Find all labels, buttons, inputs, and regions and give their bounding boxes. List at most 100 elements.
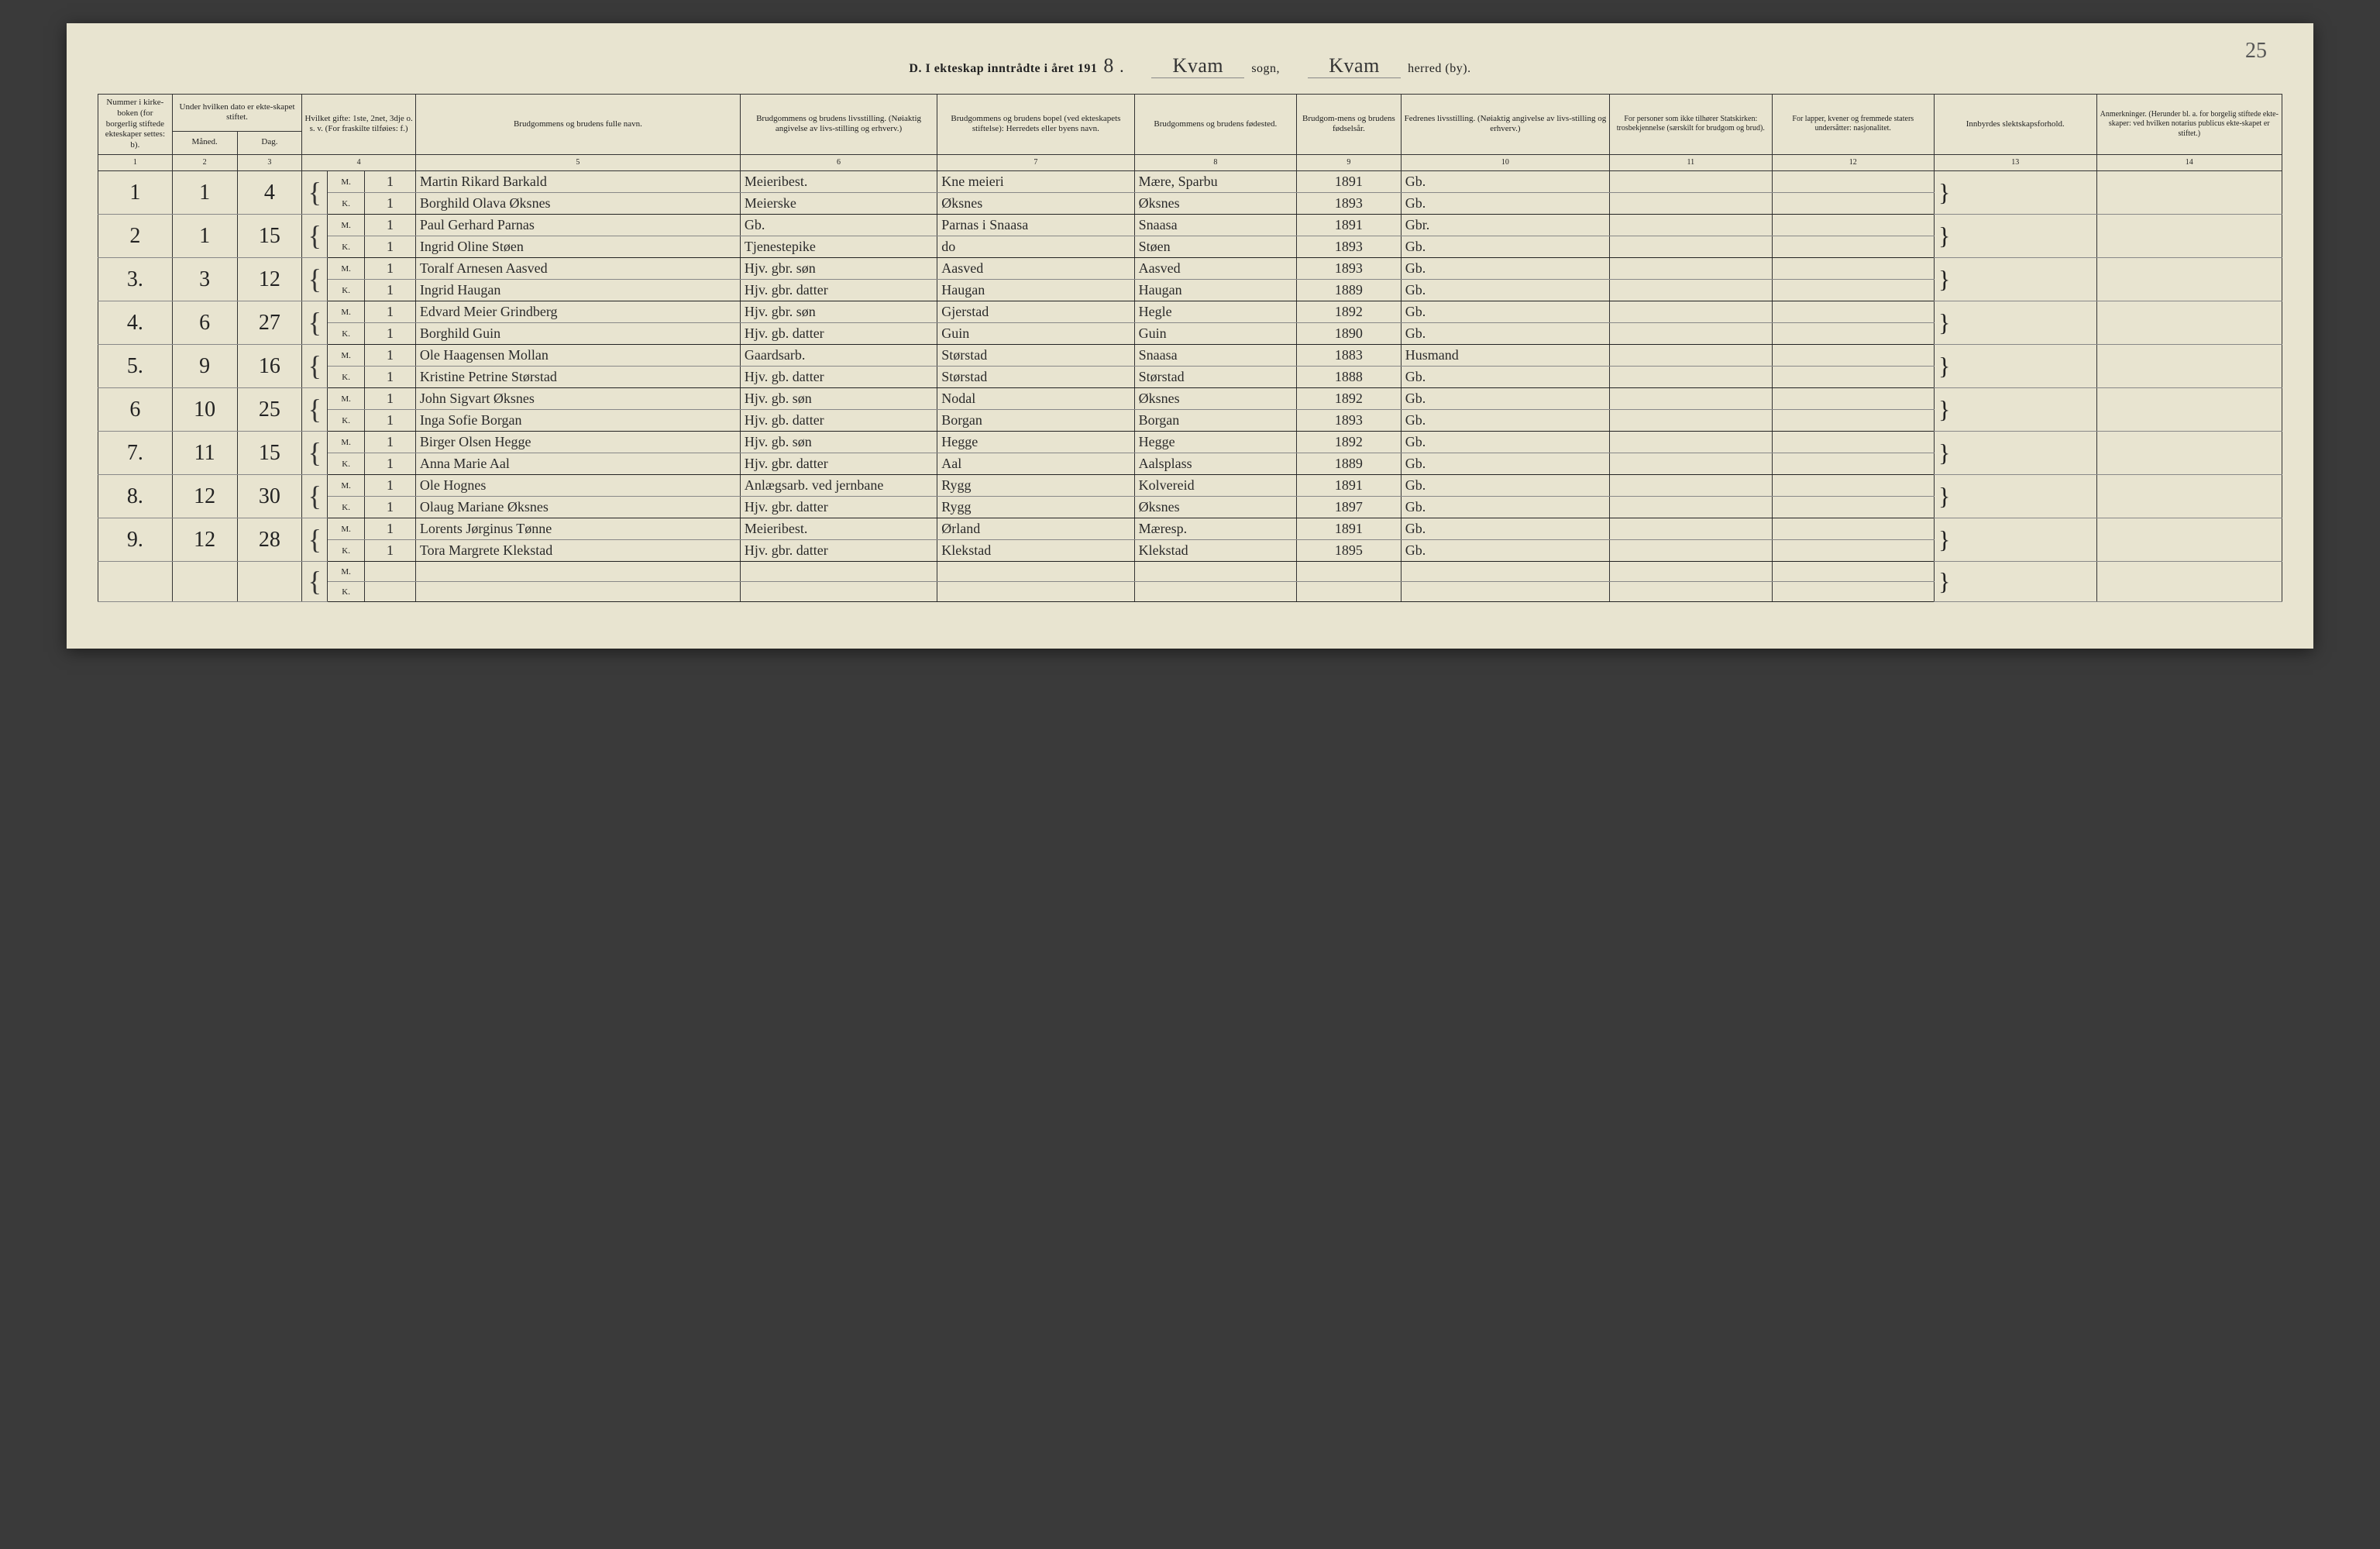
fedre-k: Gb.: [1401, 453, 1609, 475]
c12-k: [1772, 497, 1934, 518]
c11-k: [1610, 280, 1772, 301]
fodested-m: Øksnes: [1134, 388, 1296, 410]
gifte-k: 1: [365, 193, 416, 215]
name-k: Olaug Mariane Øksnes: [415, 497, 740, 518]
bopel-m: Aasved: [937, 258, 1134, 280]
colnum-7: 7: [937, 154, 1134, 171]
sogn-value: Kvam: [1151, 54, 1244, 78]
aar-m: 1891: [1297, 518, 1402, 540]
c12-k: [1772, 453, 1934, 475]
table-header: Nummer i kirke-boken (for borgerlig stif…: [98, 95, 2282, 171]
brace-icon: {: [302, 475, 328, 518]
c12-k: [1772, 410, 1934, 432]
c14: [2096, 301, 2282, 345]
gifte-m: 1: [365, 301, 416, 323]
aar-m: 1892: [1297, 432, 1402, 453]
name-m: Birger Olsen Hegge: [415, 432, 740, 453]
stilling-m: Meieribest.: [740, 518, 937, 540]
aar-k: 1888: [1297, 367, 1402, 388]
brace-icon: {: [302, 301, 328, 345]
c14: [2096, 475, 2282, 518]
c12-m: [1772, 432, 1934, 453]
name-m: Edvard Meier Grindberg: [415, 301, 740, 323]
aar-m: 1892: [1297, 388, 1402, 410]
brace-icon: {: [302, 258, 328, 301]
col-header-11: For personer som ikke tilhører Statskirk…: [1610, 95, 1772, 155]
entry-row-groom: 61025{M.1John Sigvart ØksnesHjv. gb. søn…: [98, 388, 2282, 410]
fodested-m: Mære, Sparbu: [1134, 171, 1296, 193]
fodested-k: Størstad: [1134, 367, 1296, 388]
entry-row-groom: 4.627{M.1Edvard Meier GrindbergHjv. gbr.…: [98, 301, 2282, 323]
entry-number: 8.: [98, 475, 173, 518]
table-body: 114{M.1Martin Rikard BarkaldMeieribest.K…: [98, 171, 2282, 602]
stilling-m: Gb.: [740, 215, 937, 236]
name-k: Borghild Olava Øksnes: [415, 193, 740, 215]
colnum-11: 11: [1610, 154, 1772, 171]
herred-label: herred (by).: [1408, 62, 1471, 75]
name-k: Ingrid Haugan: [415, 280, 740, 301]
col-header-14: Anmerkninger. (Herunder bl. a. for borge…: [2096, 95, 2282, 155]
fedre-m: Gb.: [1401, 171, 1609, 193]
marriage-register-table: Nummer i kirke-boken (for borgerlig stif…: [98, 94, 2282, 602]
c12-k: [1772, 236, 1934, 258]
entry-month: 1: [172, 171, 237, 215]
entry-number: 3.: [98, 258, 173, 301]
mk-label-k: K.: [328, 540, 365, 562]
c11-m: [1610, 258, 1772, 280]
gifte-k: 1: [365, 497, 416, 518]
col-header-3: Dag.: [237, 131, 302, 154]
entry-number: 7.: [98, 432, 173, 475]
entry-day: 30: [237, 475, 302, 518]
fedre-m: Gb.: [1401, 432, 1609, 453]
header-prefix: D. I ekteskap inntrådte i året 191: [909, 62, 1097, 75]
aar-k: 1889: [1297, 280, 1402, 301]
col-header-6: Brudgommens og brudens livsstilling. (Nø…: [740, 95, 937, 155]
c12-k: [1772, 540, 1934, 562]
aar-k: 1893: [1297, 410, 1402, 432]
mk-label-k: K.: [328, 582, 365, 602]
fodested-k: Borgan: [1134, 410, 1296, 432]
stilling-m: Hjv. gbr. søn: [740, 301, 937, 323]
bopel-m: Nodal: [937, 388, 1134, 410]
bopel-m: Gjerstad: [937, 301, 1134, 323]
c11-k: [1610, 193, 1772, 215]
c14: [2096, 215, 2282, 258]
c11-m: [1610, 215, 1772, 236]
col-header-2-3-top: Under hvilken dato er ekte-skapet stifte…: [172, 95, 302, 132]
brace-icon: {: [302, 388, 328, 432]
stilling-k: Hjv. gb. datter: [740, 367, 937, 388]
aar-m: 1883: [1297, 345, 1402, 367]
mk-label-k: K.: [328, 236, 365, 258]
aar-k: 1895: [1297, 540, 1402, 562]
brace-icon: {: [302, 345, 328, 388]
c12-m: [1772, 518, 1934, 540]
colnum-13: 13: [1935, 154, 2096, 171]
mk-label-m: M.: [328, 258, 365, 280]
entry-row-groom: 2115{M.1Paul Gerhard ParnasGb.Parnas i S…: [98, 215, 2282, 236]
colnum-5: 5: [415, 154, 740, 171]
entry-day: 15: [237, 432, 302, 475]
brace-right-icon: }: [1935, 258, 2096, 301]
corner-page-number: 25: [2245, 39, 2267, 64]
c12-k: [1772, 323, 1934, 345]
c11-m: [1610, 475, 1772, 497]
bopel-m: Størstad: [937, 345, 1134, 367]
mk-label-m: M.: [328, 171, 365, 193]
bopel-m: Kne meieri: [937, 171, 1134, 193]
mk-label-k: K.: [328, 453, 365, 475]
col-header-12: For lapper, kvener og fremmede staters u…: [1772, 95, 1934, 155]
mk-label-m: M.: [328, 345, 365, 367]
bopel-k: Størstad: [937, 367, 1134, 388]
c11-m: [1610, 432, 1772, 453]
entry-day: 4: [237, 171, 302, 215]
brace-right-icon: }: [1935, 388, 2096, 432]
gifte-k: 1: [365, 410, 416, 432]
bopel-m: Hegge: [937, 432, 1134, 453]
stilling-m: Meieribest.: [740, 171, 937, 193]
fedre-k: Gb.: [1401, 236, 1609, 258]
fedre-m: Gb.: [1401, 475, 1609, 497]
fodested-m: Aasved: [1134, 258, 1296, 280]
name-k: Borghild Guin: [415, 323, 740, 345]
name-k: Inga Sofie Borgan: [415, 410, 740, 432]
name-m: Paul Gerhard Parnas: [415, 215, 740, 236]
